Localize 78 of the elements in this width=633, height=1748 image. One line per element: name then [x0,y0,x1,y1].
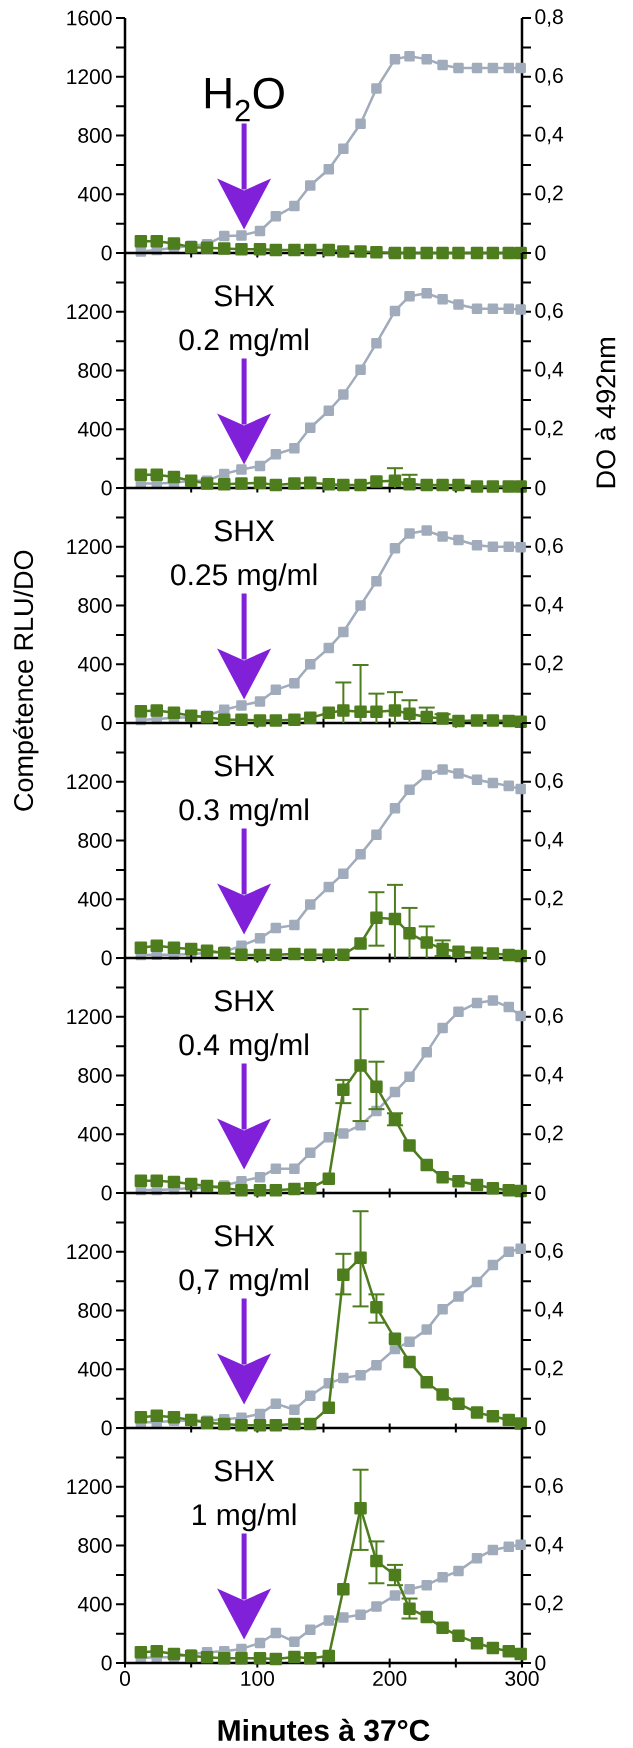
y2-tick-label: 0 [535,1655,546,1671]
x-tick-label: 300 [505,1671,539,1686]
y2-tick-label: 0,6 [535,1008,563,1026]
y-tick-label: 400 [77,1596,112,1612]
y-tick-label: 400 [77,891,112,907]
y2-tick-label: 0,6 [535,303,563,321]
annotation: 0.4 mg/ml [179,1033,308,1062]
y-tick-label: 400 [77,656,112,672]
y-tick-label: 0 [101,480,112,496]
x-tick-label: 200 [373,1671,407,1686]
annotation: SHX [214,1225,275,1247]
y-tick-label: 1200 [67,1479,112,1495]
y-tick-label: 800 [78,1068,112,1083]
y-tick-label: 1600 [67,10,112,26]
y-tick-label: 1200 [67,69,112,85]
y-tick-label: 1200 [67,774,112,790]
annotation: 1 mg/ml [193,1503,296,1532]
y2-tick-label: 0,4 [535,361,564,380]
y-tick-label: 1200 [67,539,112,555]
x-tick-label: 0 [119,1671,131,1686]
y-tick-label: 400 [77,1361,112,1377]
y2-tick-label: 0 [535,480,546,496]
y-tick-label: 400 [77,1126,112,1142]
y2-tick-label: 0,4 [535,1301,564,1320]
y2-tick-label: 0 [535,950,546,966]
y2-tick-label: 0,2 [535,655,563,673]
y2-tick-label: 0,4 [535,596,564,615]
x-axis-title: Minutes à 37°C [218,1718,430,1742]
annotation: SHX [214,520,275,542]
y2-tick-label: 0,4 [535,831,564,850]
y2-tick-label: 0,8 [535,9,563,27]
y-tick-label: 400 [77,186,112,202]
y-tick-label: 0 [101,1655,112,1671]
y2-tick-label: 0 [535,715,546,731]
y-tick-label: 1200 [67,304,112,320]
y-tick-label: 800 [78,128,112,143]
y-tick-label: 0 [101,1420,112,1436]
y2-tick-label: 0,6 [535,773,563,791]
annotation: SHX [214,285,275,307]
y-tick-label: 800 [78,363,112,378]
annotation: 0.25 mg/ml [171,563,317,592]
y2-tick-label: 0 [535,1420,546,1436]
y-tick-label: 1200 [67,1244,112,1260]
annotation: SHX [214,755,275,777]
y-tick-label: 0 [101,245,112,261]
annotation: H$_{2}$O [205,77,284,122]
annotation: SHX [214,990,275,1012]
y-axis-title: Compétence RLU/DO [13,550,39,811]
y2-tick-label: 0,2 [535,1125,563,1143]
y2-axis-title: DO à 492nm [595,338,616,488]
y-tick-label: 800 [78,833,112,848]
y-tick-label: 800 [78,1538,112,1553]
x-tick-label: 100 [241,1671,275,1686]
y-tick-label: 400 [77,421,112,437]
annotation: 0.2 mg/ml [179,328,308,357]
y2-tick-label: 0,2 [535,890,563,908]
annotation: 0,7 mg/ml [179,1268,308,1297]
y2-tick-label: 0,2 [535,1595,563,1613]
y2-tick-label: 0,2 [535,420,563,438]
y2-tick-label: 0,6 [535,1478,563,1496]
y2-tick-label: 0,6 [535,1243,563,1261]
y2-tick-label: 0,4 [535,126,564,145]
annotation: SHX [214,1460,275,1482]
y2-tick-label: 0,6 [535,68,563,86]
y2-tick-label: 0,4 [535,1536,564,1555]
y-tick-label: 0 [101,950,112,966]
y-tick-label: 1200 [67,1009,112,1025]
y2-tick-label: 0,2 [535,1360,563,1378]
y2-tick-label: 0,6 [535,538,563,556]
y-tick-label: 0 [101,1185,112,1201]
y2-tick-label: 0 [535,245,546,261]
y2-tick-label: 0 [535,1185,546,1201]
y-tick-label: 800 [78,598,112,613]
y-tick-label: 0 [101,715,112,731]
y2-tick-label: 0,4 [535,1066,564,1085]
y2-tick-label: 0,2 [535,185,563,203]
y-tick-label: 800 [78,1303,112,1318]
annotation: 0.3 mg/ml [179,798,308,827]
